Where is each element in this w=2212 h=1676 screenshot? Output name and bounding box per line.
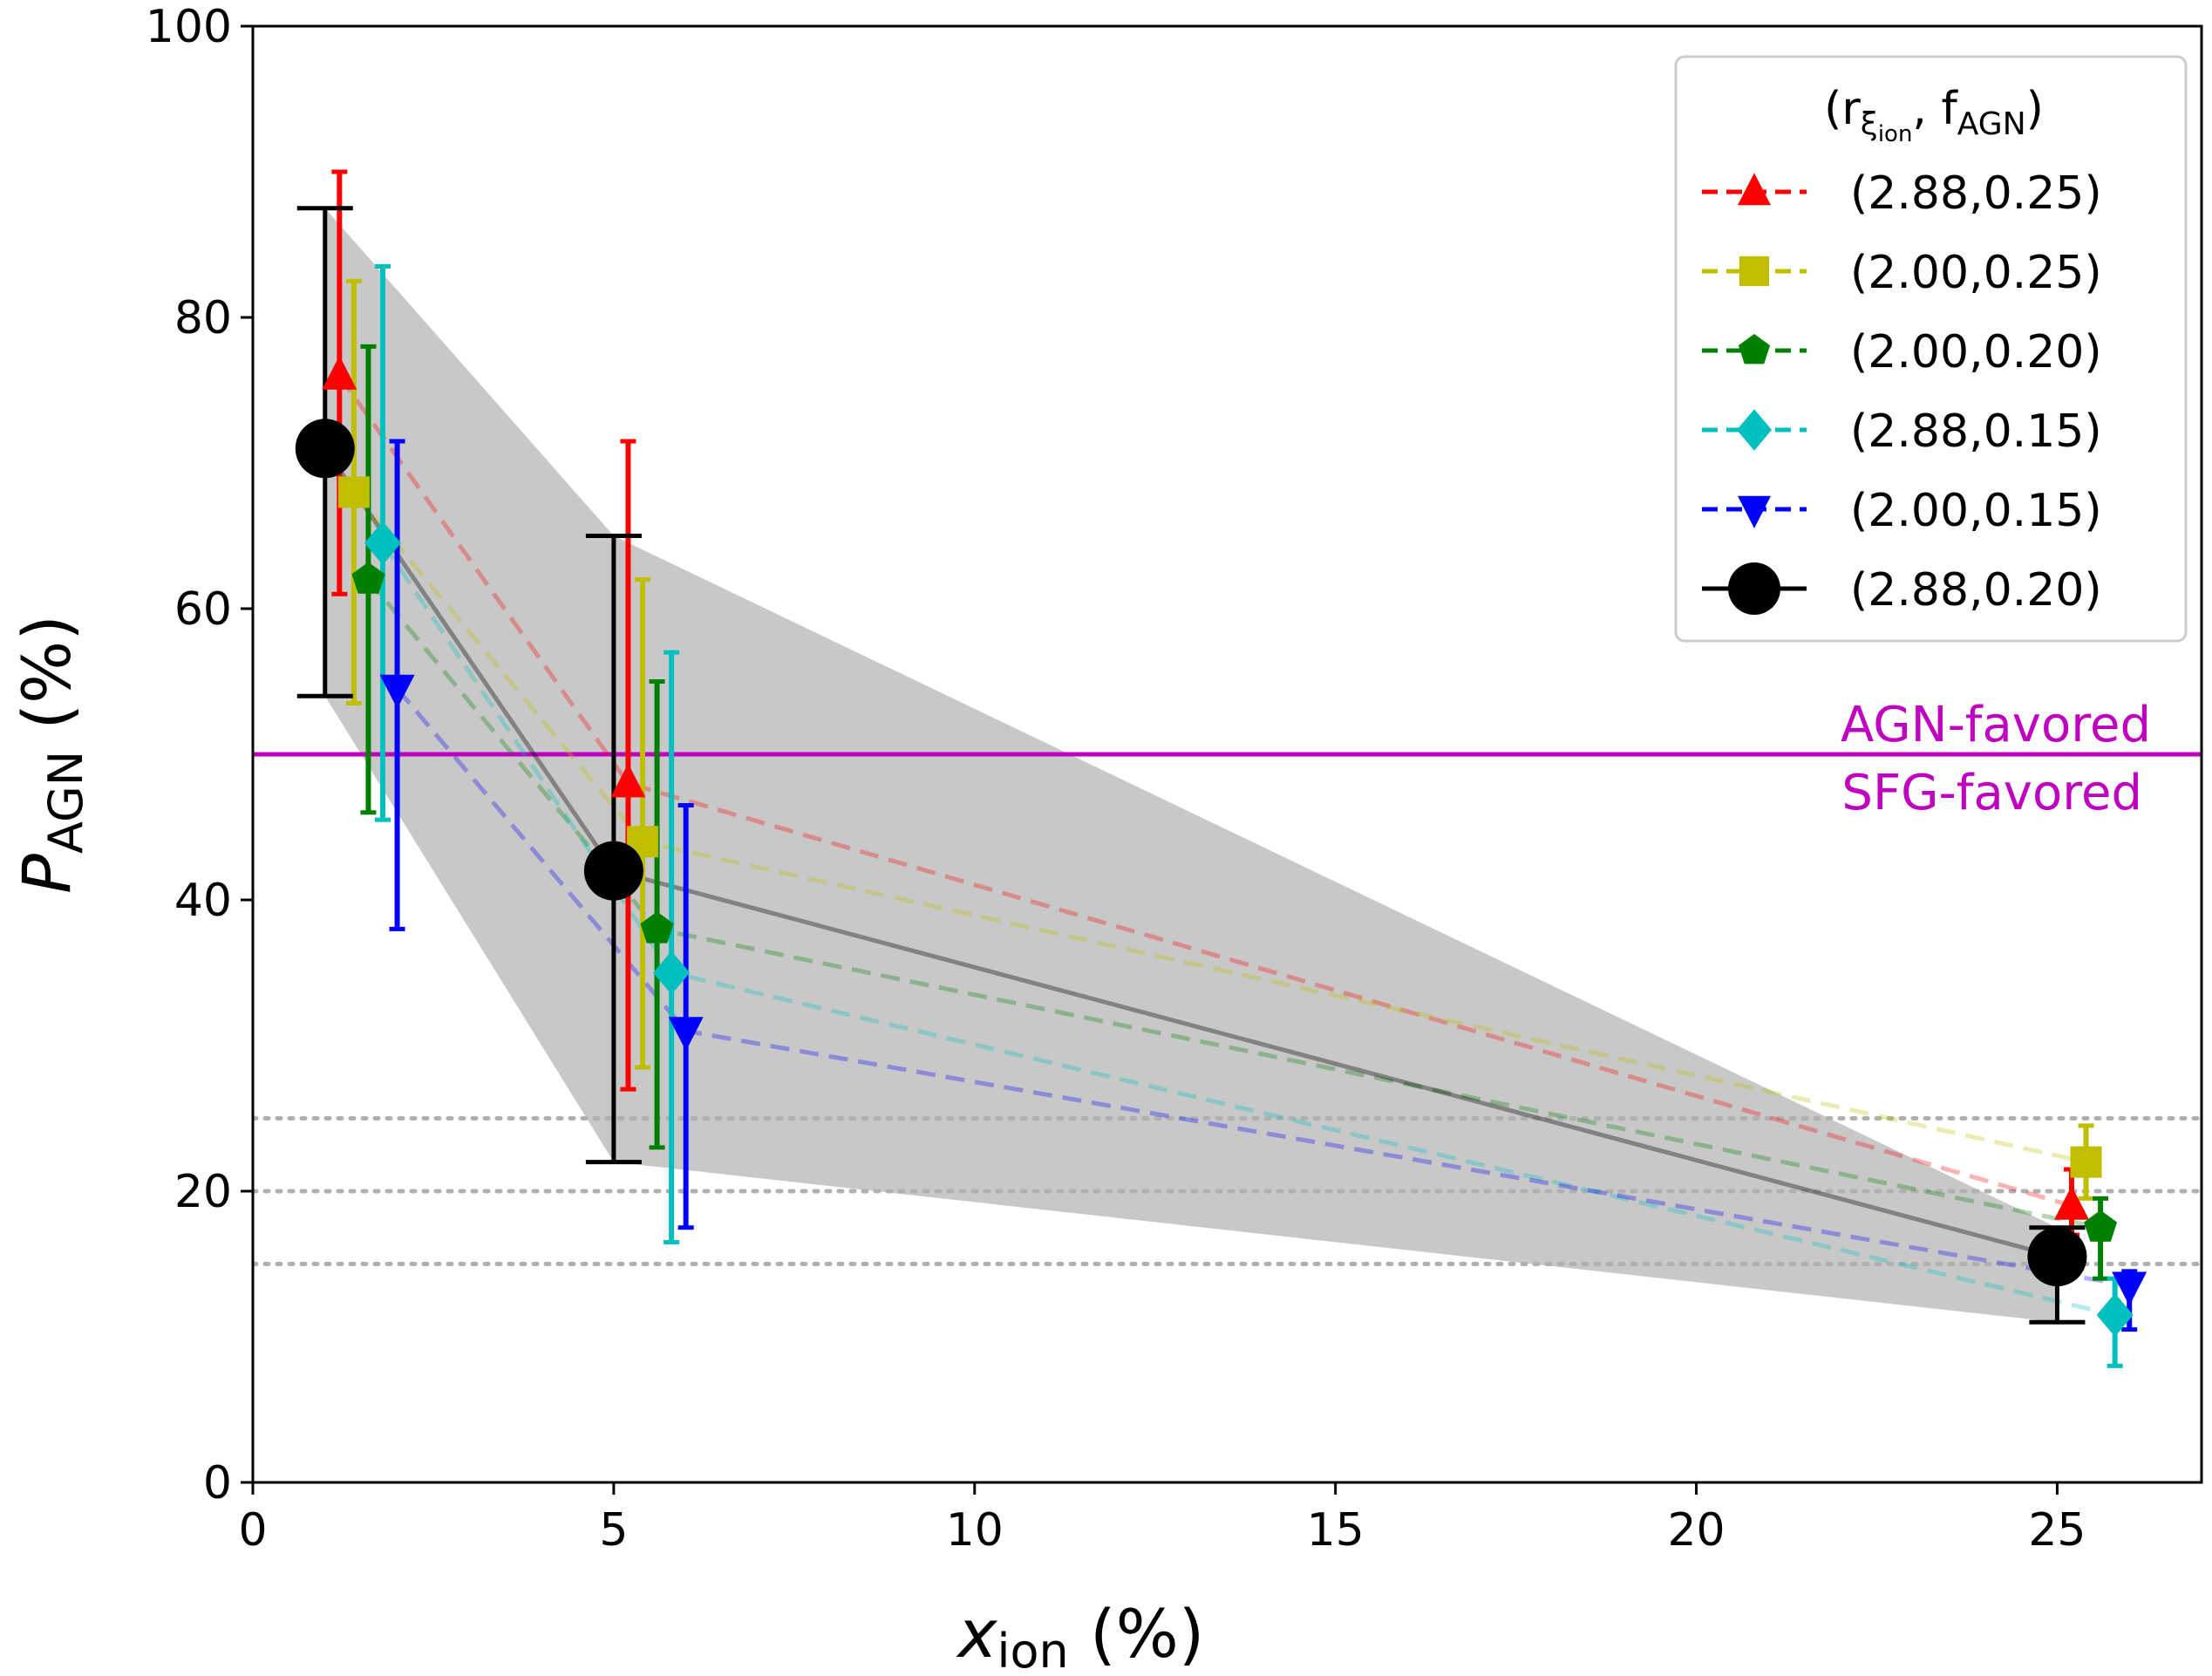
legend-title-subsub: ion (1878, 121, 1913, 147)
legend-marker (1739, 255, 1770, 287)
legend-title-end: ) (2026, 83, 2044, 135)
data-point (640, 911, 674, 944)
legend-title-fsub: AGN (1957, 106, 2026, 142)
plot-frame (251, 24, 2203, 1484)
legend-marker (1728, 562, 1780, 615)
y-tick-label: 80 (174, 292, 232, 344)
legend-marker (1738, 334, 1771, 364)
data-point (2070, 1146, 2102, 1178)
data-point (364, 521, 401, 565)
data-point (2096, 1293, 2134, 1337)
legend-title: (rξion, fAGN) (1824, 83, 2044, 147)
data-point (2027, 1227, 2087, 1287)
y-ticks: 0 20 40 60 80 100 (146, 1, 253, 1509)
legend-label: (2.88,0.15) (1850, 405, 2102, 458)
data-point (337, 476, 370, 508)
legend-frame (1674, 55, 2188, 643)
data-point (653, 950, 691, 995)
y-tick-label: 60 (174, 583, 232, 636)
threshold-label-above: AGN-favored (1841, 697, 2151, 753)
y-axis-label-main: P (8, 854, 85, 894)
legend-label: (2.00,0.15) (1850, 485, 2102, 537)
legend-title-open: (r (1824, 83, 1861, 135)
legend-marker (1738, 173, 1771, 206)
x-axis-label-sub: ion (997, 1624, 1069, 1676)
legend-title-sub: ξ (1861, 106, 1878, 142)
series-line (337, 374, 2072, 1209)
uncertainty-band (324, 208, 2058, 1323)
data-point (610, 763, 646, 798)
y-tick-label: 20 (174, 1166, 232, 1218)
threshold-label-below: SFG-favored (1841, 765, 2142, 821)
y-axis-label-sub: AGN (38, 751, 93, 854)
data-point (2112, 1271, 2147, 1306)
x-tick-label: 15 (1307, 1504, 1365, 1557)
legend-marker (1737, 409, 1772, 451)
x-tick-label: 10 (946, 1504, 1004, 1557)
x-tick-label: 0 (238, 1504, 267, 1557)
data-point (583, 841, 643, 901)
y-axis-label: PAGN (%) (8, 615, 93, 894)
data-point (2084, 1209, 2118, 1242)
uncertainty-band-area (324, 208, 2058, 1323)
x-tick-label: 20 (1667, 1504, 1725, 1557)
legend-label: (2.88,0.20) (1850, 564, 2102, 617)
data-point (322, 355, 357, 390)
x-axis-label: xion (%) (956, 1595, 1205, 1676)
data-point (295, 419, 355, 479)
legend-marker (1738, 495, 1771, 528)
data-point (668, 1017, 704, 1052)
legend-label: (2.88,0.25) (1850, 167, 2102, 220)
data-point (2054, 1185, 2089, 1220)
legend-entries: (2.88,0.25) (2.00,0.25) (2.00,0.20) (2.88,0… (1702, 167, 2102, 617)
y-tick-label: 0 (203, 1457, 232, 1509)
legend: (rξion, fAGN) (2.88,0.25) (2.00,0.25) (2.0… (1674, 55, 2188, 643)
data-point (351, 562, 385, 594)
legend-label: (2.00,0.25) (1850, 247, 2102, 299)
reference-lines (253, 1116, 2202, 1266)
legend-title-mid: , f (1912, 83, 1958, 135)
x-tick-label: 5 (599, 1504, 628, 1557)
markers (295, 355, 2147, 1337)
x-axis-label-unit: (%) (1069, 1595, 1205, 1673)
y-axis-label-unit: (%) (8, 615, 85, 751)
y-tick-label: 100 (146, 1, 232, 53)
data-point (379, 674, 415, 709)
x-tick-label: 25 (2028, 1504, 2086, 1557)
x-axis-label-main: x (956, 1595, 998, 1673)
x-ticks: 0 5 10 15 20 25 (238, 1482, 2086, 1557)
y-tick-label: 40 (174, 875, 232, 927)
legend-label: (2.00,0.20) (1850, 326, 2102, 378)
